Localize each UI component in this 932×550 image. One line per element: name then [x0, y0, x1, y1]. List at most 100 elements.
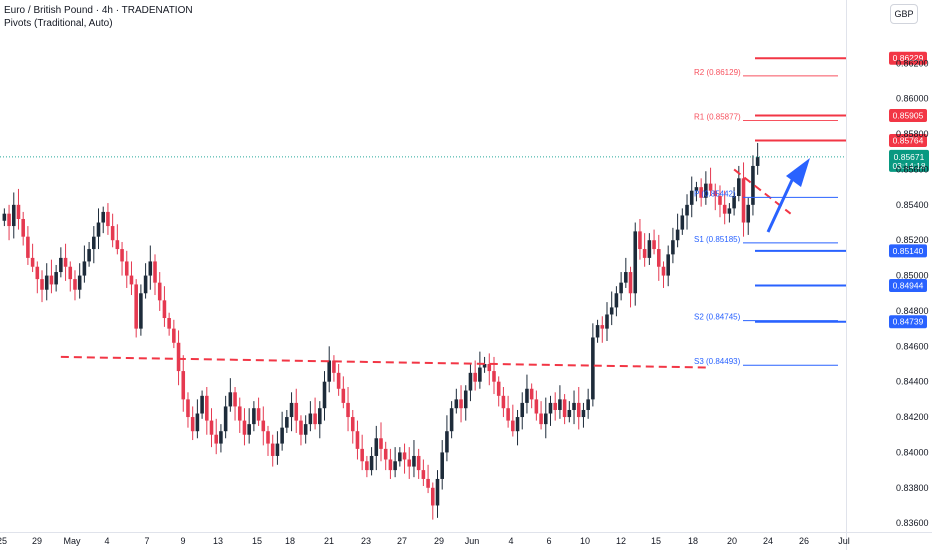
- y-tick-label: 0.85800: [896, 129, 929, 139]
- y-tick-label: 0.84000: [896, 447, 929, 457]
- y-tick-label: 0.85200: [896, 235, 929, 245]
- candle-body: [496, 381, 501, 396]
- chart-header: Euro / British Pound · 4h · TRADENATION …: [4, 4, 193, 30]
- candle-body: [21, 218, 25, 237]
- candle-body: [40, 279, 44, 290]
- candle-body: [388, 459, 393, 471]
- candle-body: [242, 420, 247, 435]
- candle-body: [228, 392, 233, 407]
- candle-body: [275, 443, 280, 456]
- candle-body: [430, 487, 435, 506]
- y-tick-label: 0.86200: [896, 58, 929, 68]
- candle-body: [412, 455, 416, 467]
- x-tick-label: May: [63, 536, 81, 546]
- candle-body: [11, 204, 16, 227]
- candle-body: [515, 417, 520, 432]
- candle-body: [492, 371, 496, 382]
- candle-body: [223, 406, 228, 432]
- candle-body: [614, 293, 619, 308]
- arrow-head-icon: [786, 158, 810, 187]
- candle-body: [308, 413, 313, 425]
- y-tick-label: 0.85600: [896, 164, 929, 174]
- candle-body: [327, 360, 332, 382]
- price-tag-label: 0.84944: [893, 280, 924, 290]
- candle-body: [129, 275, 134, 285]
- price-tag: [889, 51, 927, 65]
- candle-body: [383, 448, 388, 460]
- candle-body: [751, 165, 755, 205]
- candle-body: [256, 408, 261, 421]
- candle-body: [299, 420, 303, 435]
- candle-body: [548, 402, 553, 414]
- candle-body: [379, 438, 383, 449]
- candle-body: [463, 390, 468, 409]
- candle-body: [586, 399, 590, 410]
- x-tick-label: 24: [763, 536, 773, 546]
- candle-body: [426, 478, 430, 488]
- x-tick-label: 27: [397, 536, 407, 546]
- candle-body: [595, 325, 600, 338]
- candle-body: [609, 307, 614, 315]
- candle-body: [661, 266, 666, 276]
- candle-body: [534, 399, 539, 414]
- candle-body: [543, 413, 548, 425]
- candle-body: [440, 452, 444, 479]
- candle-body: [92, 236, 96, 250]
- candle-body: [737, 178, 741, 196]
- candle-body: [374, 438, 379, 456]
- candle-body: [318, 408, 322, 425]
- price-tag: [889, 109, 927, 123]
- candle-body: [454, 399, 459, 409]
- candle-body: [628, 272, 633, 294]
- candle-body: [633, 231, 638, 294]
- candle-body: [416, 455, 421, 471]
- countdown-label: 03:14:18: [892, 161, 925, 171]
- candle-body: [671, 240, 675, 255]
- x-tick-label: 4: [508, 536, 513, 546]
- candle-body: [732, 196, 736, 209]
- candle-body: [722, 204, 727, 214]
- candle-body: [369, 455, 374, 471]
- price-tag: [889, 133, 927, 147]
- candle-body: [713, 190, 718, 196]
- candle-body: [421, 470, 426, 479]
- price-tag: [889, 244, 927, 258]
- candle-body: [520, 402, 525, 418]
- candle-body: [704, 183, 708, 198]
- candle-body: [332, 360, 336, 373]
- candle-body: [360, 448, 364, 462]
- candle-body: [181, 371, 186, 400]
- candle-body: [591, 337, 595, 400]
- current-price-tag: [889, 149, 929, 172]
- candle-body: [525, 388, 529, 403]
- y-tick-label: 0.84800: [896, 306, 929, 316]
- candle-body: [35, 266, 40, 280]
- candle-body: [101, 211, 106, 223]
- candle-body: [365, 461, 369, 471]
- price-tag-label: 0.85905: [893, 111, 924, 121]
- candle-body: [685, 204, 689, 216]
- y-tick-label: 0.86000: [896, 94, 929, 104]
- candle-body: [143, 275, 148, 294]
- candle-body: [501, 395, 506, 409]
- candle-body: [393, 461, 397, 471]
- candle-body: [638, 231, 642, 250]
- candle-body: [350, 417, 355, 432]
- x-tick-label: 18: [688, 536, 698, 546]
- x-tick-label: 15: [252, 536, 262, 546]
- candle-body: [44, 275, 49, 290]
- currency-button[interactable]: GBP: [890, 4, 918, 24]
- x-tick-label: 10: [580, 536, 590, 546]
- candle-body: [558, 399, 562, 410]
- candle-body: [336, 372, 341, 389]
- x-tick-label: 15: [651, 536, 661, 546]
- indicator-label: Pivots (Traditional, Auto): [4, 18, 113, 29]
- candle-body: [600, 325, 605, 329]
- candle-body: [694, 187, 699, 191]
- candle-body: [157, 282, 162, 301]
- candle-body: [341, 388, 346, 403]
- y-tick-label: 0.84600: [896, 341, 929, 351]
- candle-body: [468, 372, 473, 391]
- candle-body: [139, 293, 143, 329]
